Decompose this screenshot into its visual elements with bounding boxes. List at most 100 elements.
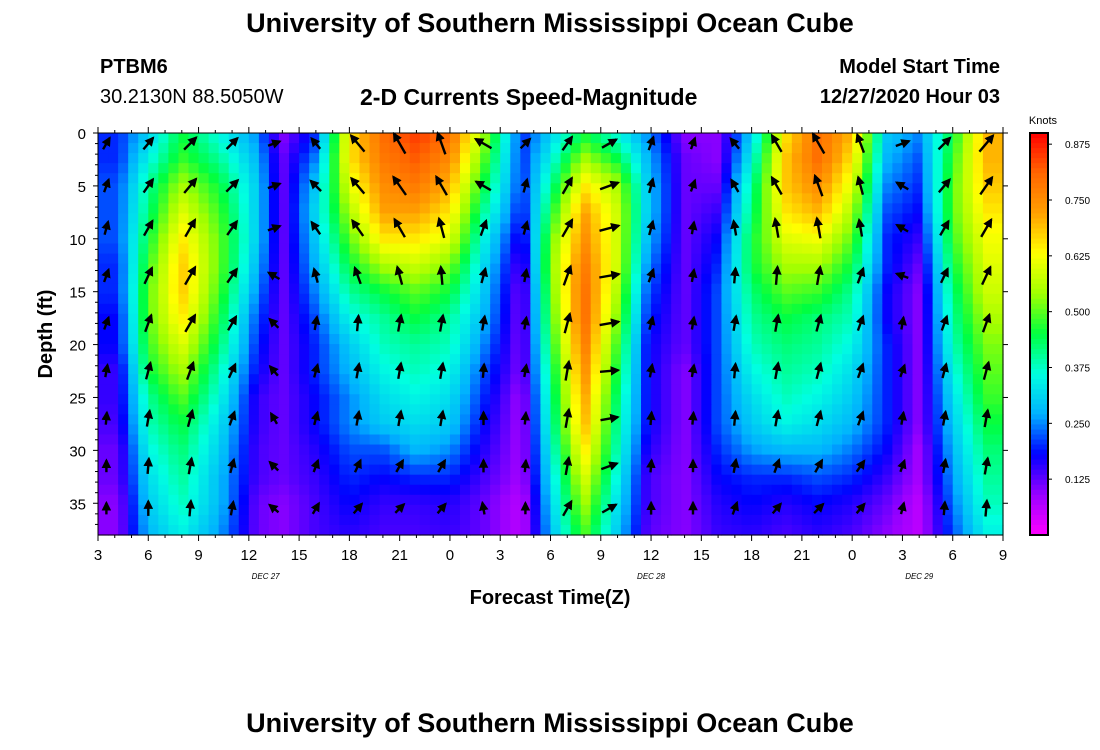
heatmap-cell [872, 203, 883, 214]
heatmap-cell [158, 454, 169, 466]
heatmap-cell [811, 434, 823, 446]
heatmap-cell [811, 293, 823, 305]
heatmap-cell [852, 193, 863, 204]
heatmap-cell [218, 133, 230, 144]
heatmap-cell [520, 384, 531, 395]
heatmap-cell [741, 153, 753, 164]
current-vector-arrow [772, 409, 782, 427]
date-label: DEC 27 [252, 572, 281, 581]
heatmap-cell [309, 344, 320, 355]
current-vector-arrow [814, 458, 824, 473]
colorbar-segment [1030, 529, 1048, 536]
heatmap-cell [98, 494, 109, 506]
heatmap-cell [661, 133, 672, 144]
heatmap-cell [691, 293, 702, 305]
heatmap-cell [389, 293, 401, 305]
current-vector-arrow [266, 271, 281, 281]
heatmap-cell [661, 454, 672, 466]
heatmap-cell [741, 494, 753, 506]
heatmap-cell [580, 514, 592, 526]
heatmap-cell [701, 283, 712, 295]
heatmap-cell [419, 193, 431, 204]
heatmap-cell [198, 434, 210, 446]
heatmap-cell [620, 494, 632, 506]
current-vector-arrow [687, 220, 698, 235]
station-coordinates: 30.2130N 88.5050W [100, 86, 284, 108]
heatmap-cell [862, 263, 873, 275]
heatmap-cell [932, 374, 944, 385]
heatmap-cell [339, 464, 350, 476]
heatmap-cell [329, 484, 340, 496]
heatmap-cell [349, 203, 361, 214]
heatmap-cell [570, 313, 582, 325]
heatmap-cell [218, 334, 230, 345]
heatmap-cell [540, 133, 552, 144]
heatmap-cell [902, 323, 914, 335]
heatmap-cell [691, 213, 702, 225]
heatmap-cell [128, 203, 139, 214]
heatmap-cell [449, 344, 461, 355]
heatmap-cell [258, 344, 270, 355]
current-vector-arrow [268, 460, 280, 472]
heatmap-cell [630, 293, 642, 305]
heatmap-cell [188, 153, 200, 164]
heatmap-cell [882, 323, 893, 335]
heatmap-cell [490, 283, 501, 295]
heatmap-cell [449, 484, 461, 496]
heatmap-cell [198, 384, 210, 395]
heatmap-cell [741, 514, 753, 526]
heatmap-cell [349, 494, 361, 506]
heatmap-cell [822, 163, 833, 174]
heatmap-cell [681, 424, 692, 436]
heatmap-cell [379, 454, 391, 466]
colorbar-segment [1030, 504, 1048, 511]
heatmap-cell [832, 424, 843, 436]
heatmap-cell [701, 354, 712, 365]
heatmap-cell [399, 323, 411, 335]
heatmap-cell [158, 253, 169, 265]
heatmap-cell [932, 344, 944, 355]
heatmap-cell [480, 313, 491, 325]
heatmap-cell [952, 344, 964, 355]
heatmap-cell [550, 323, 562, 335]
heatmap-cell [138, 444, 149, 456]
heatmap-cell [862, 193, 873, 204]
current-vector-arrow [730, 178, 740, 193]
heatmap-cell [791, 253, 803, 265]
heatmap-cell [319, 524, 330, 536]
heatmap-cell [922, 273, 934, 285]
heatmap-cell [530, 193, 542, 204]
heatmap-cell [872, 193, 883, 204]
heatmap-cell [138, 474, 149, 486]
heatmap-cell [681, 313, 692, 325]
heatmap-cell [721, 193, 733, 204]
heatmap-cell [208, 173, 220, 184]
heatmap-cell [771, 384, 783, 395]
heatmap-cell [490, 203, 501, 214]
heatmap-cell [419, 384, 431, 395]
colorbar-segment [1030, 454, 1048, 461]
current-vector-arrow [897, 458, 907, 473]
heatmap-cell [178, 323, 190, 335]
heatmap-cell [972, 173, 984, 184]
heatmap-cell [600, 434, 612, 446]
heatmap-cell [299, 344, 310, 355]
heatmap-cell [520, 193, 531, 204]
heatmap-cell [882, 404, 893, 415]
x-tick-label: 0 [848, 547, 856, 564]
colorbar-segment [1030, 524, 1048, 531]
heatmap-cell [238, 494, 250, 506]
heatmap-cell [570, 223, 582, 235]
heatmap-cell [610, 253, 622, 265]
heatmap-cell [590, 323, 602, 335]
heatmap-cell [721, 313, 733, 325]
heatmap-cell [972, 384, 984, 395]
heatmap-cell [409, 303, 421, 315]
colorbar-segment [1030, 268, 1048, 275]
heatmap-cell [268, 163, 280, 174]
heatmap-cell [872, 173, 883, 184]
heatmap-cell [228, 384, 240, 395]
heatmap-cell [178, 434, 190, 446]
heatmap-cell [419, 253, 431, 265]
heatmap-cell [530, 133, 542, 144]
